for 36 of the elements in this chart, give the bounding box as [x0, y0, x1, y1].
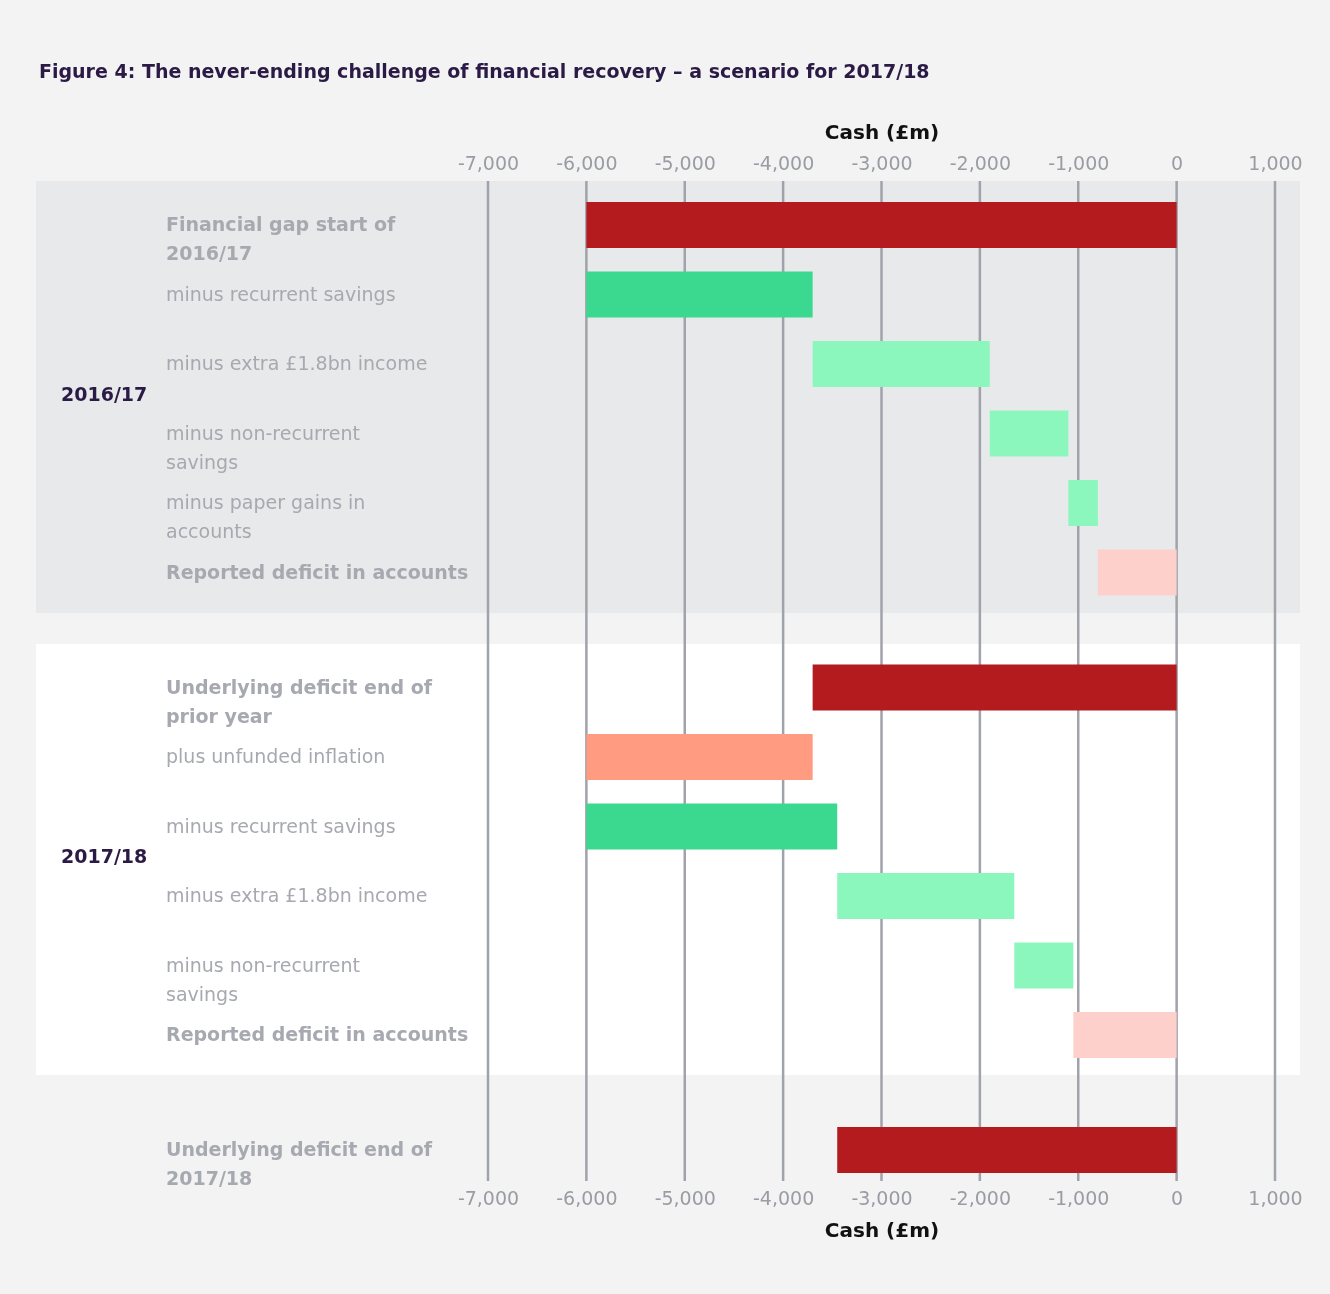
x2-tick-label: -6,000 — [556, 151, 618, 174]
y-tick-label: plus unfunded inflation — [166, 745, 386, 767]
text: 2017/18 — [61, 845, 148, 868]
x-tick-label: -4,000 — [753, 1186, 815, 1209]
x-tick-label: -2,000 — [949, 1186, 1011, 1209]
x-tick-label: -5,000 — [654, 1186, 716, 1209]
x2-tick-label: -2,000 — [949, 151, 1011, 174]
x2-tick-label: 1,000 — [1248, 151, 1303, 174]
x2-tick-label: -1,000 — [1048, 151, 1110, 174]
y-tick-label: Underlying deficit end of 2017/18 — [166, 1138, 433, 1189]
x-tick-label: 0 — [1171, 1186, 1184, 1209]
y-tick-label: minus recurrent savings — [166, 814, 396, 837]
x-tick-label: -7,000 — [457, 1186, 520, 1209]
y-tick-label: minus non-recurrent savings — [166, 953, 360, 1005]
x2-tick-label: 0 — [1171, 151, 1184, 174]
x2-tick-label: -5,000 — [654, 151, 716, 174]
x-tick-label: -6,000 — [556, 1186, 618, 1209]
x-tick-label: -1,000 — [1048, 1186, 1110, 1209]
y-tick-label: minus recurrent savings — [166, 282, 396, 305]
x2-tick-label: -7,000 — [457, 151, 520, 174]
x2-tick-label: -4,000 — [753, 151, 815, 174]
x-tick-label: -3,000 — [851, 1186, 913, 1209]
y-tick-label: Reported deficit in accounts — [166, 1023, 469, 1045]
y-tick-label: Financial gap start of 2016/17 — [166, 213, 397, 264]
x2-tick-label: -3,000 — [851, 151, 913, 174]
x2-axis-title: Cash (£m) — [824, 119, 940, 144]
x-axis-title: Cash (£m) — [824, 1217, 940, 1242]
x-tick-label: 1,000 — [1248, 1186, 1303, 1209]
y-tick-label: minus extra £1.8bn income — [166, 352, 428, 374]
y-tick-label: minus paper gains in accounts — [166, 491, 366, 542]
chart-title: Figure 4: The never-ending challenge of financial recovery – a scenario for 2017/18 — [39, 60, 930, 82]
y-tick-label: minus non-recurrent savings — [166, 421, 360, 473]
text: 2016/17 — [61, 382, 148, 405]
y-tick-label: Underlying deficit end of prior year — [166, 675, 433, 727]
y-tick-label: Reported deficit in accounts — [166, 560, 469, 583]
y-tick-label: minus extra £1.8bn income — [166, 884, 428, 906]
